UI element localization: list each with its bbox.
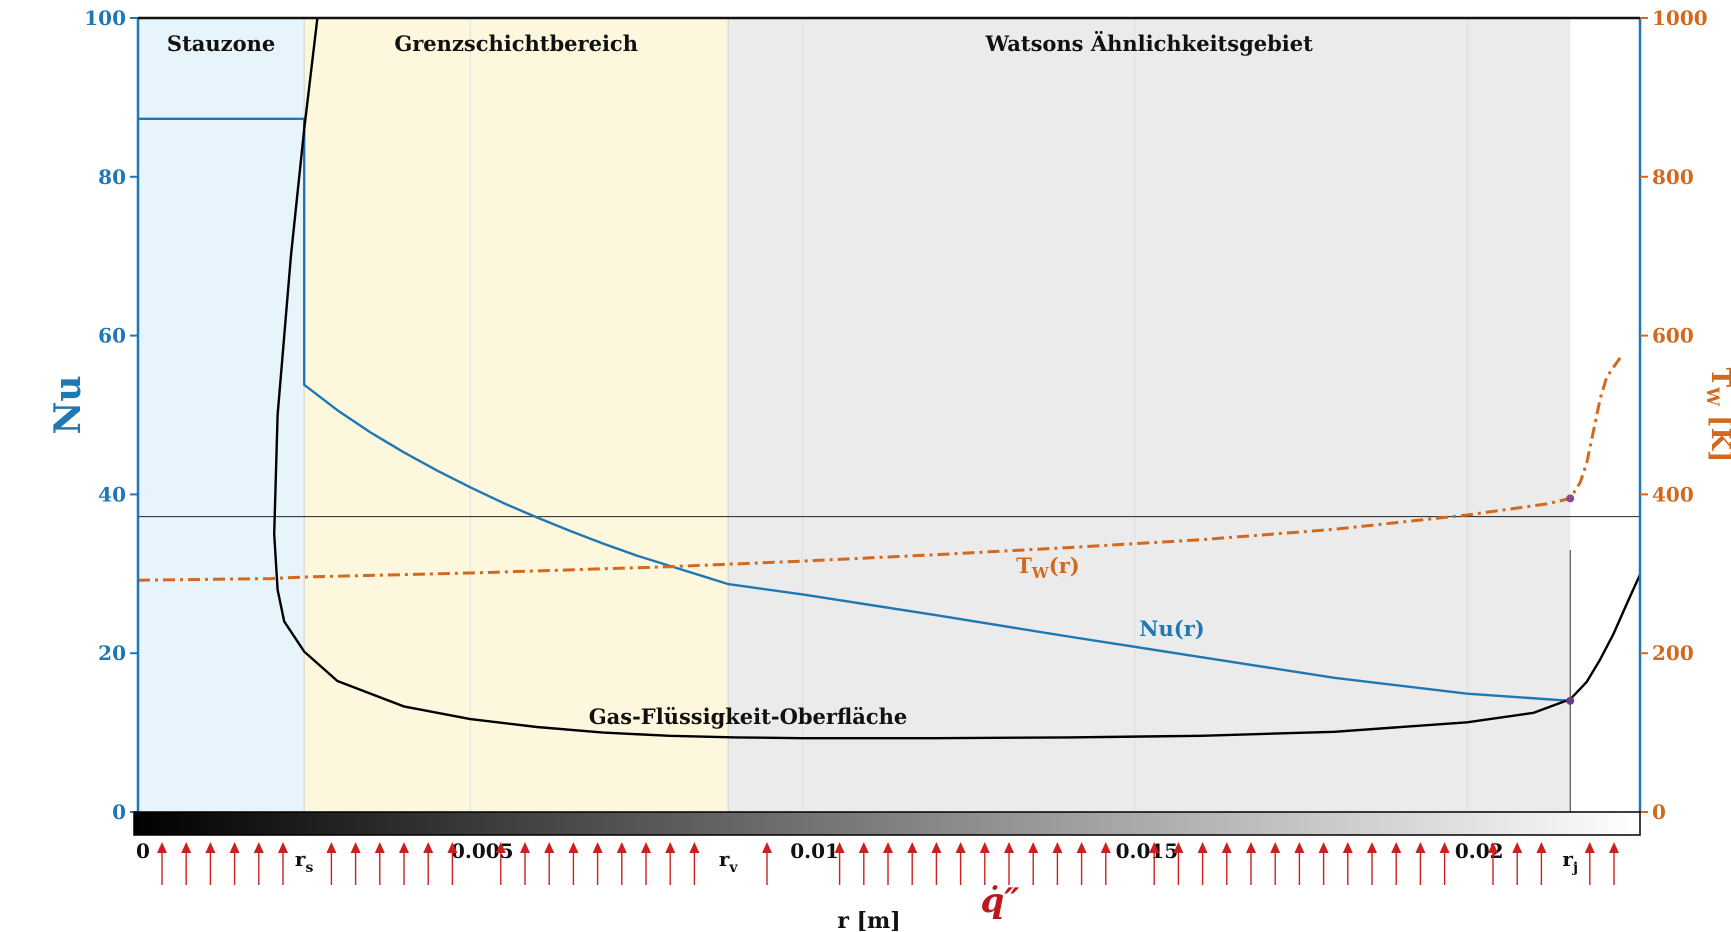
flux-arrow-head (641, 842, 651, 853)
y-left-axis-title: Nu (47, 375, 89, 434)
flux-arrow-head (1367, 842, 1377, 853)
point-nu-rj (1566, 696, 1575, 705)
x-gridlines (138, 18, 1640, 812)
heat-flux-symbol: q̇″ (981, 881, 1020, 921)
flux-arrow-head (1149, 842, 1160, 853)
flux-arrow-head (229, 842, 240, 853)
flux-arrow-head (181, 842, 192, 853)
flux-arrow-head (447, 842, 458, 853)
flux-arrow-head (1415, 842, 1426, 853)
flux-arrow-head (1076, 842, 1087, 853)
flux-arrow-head (568, 842, 579, 853)
flux-arrow-head (1512, 842, 1523, 853)
flux-arrow-head (1294, 842, 1305, 853)
flux-arrow-head (689, 842, 700, 853)
surface-label: Gas-Flüssigkeit-Oberfläche (589, 704, 908, 729)
y-left-tick-label-0: 0 (112, 800, 126, 824)
x-tick-label-0: 0 (136, 839, 150, 863)
y-left-tick-label-4: 80 (98, 165, 126, 189)
flux-arrow-head (1536, 842, 1547, 853)
flux-arrow-head (423, 842, 434, 853)
x-axis-title: r [m] (837, 908, 900, 932)
flux-arrow-head (278, 842, 288, 853)
flux-arrow-head (1318, 842, 1329, 853)
flux-arrow-head (592, 842, 603, 853)
flux-arrow-head (253, 842, 264, 853)
flux-arrow-head (1221, 842, 1232, 853)
heat-flux-bar (133, 811, 1641, 885)
flux-arrow-head (665, 842, 676, 853)
flux-arrow-head (762, 842, 772, 853)
x-tick-label-2: 0.01 (790, 839, 839, 863)
flux-arrow-head (979, 842, 990, 853)
y-right-tick-label-1: 200 (1652, 641, 1694, 665)
flux-arrow-head (544, 842, 555, 853)
flux-arrow-head (834, 842, 845, 853)
series-line-1 (137, 356, 1622, 582)
flux-arrow-head (907, 842, 918, 853)
flux-arrow-head (858, 842, 869, 853)
flux-arrow-head (1100, 842, 1111, 853)
y-right-tick-label-2: 400 (1652, 482, 1694, 506)
region-label-0: Stauzone (167, 31, 275, 56)
region-labels: Stauzone Grenzschichtbereich Watsons Ähnli… (167, 31, 1313, 56)
flux-arrow-head (1246, 842, 1256, 853)
flux-arrow-head (1004, 842, 1014, 853)
series-layer (137, 17, 1642, 740)
flux-arrow-head (1052, 842, 1063, 853)
y-left-tick-label-1: 20 (98, 641, 126, 665)
series-line-0 (138, 117, 1571, 702)
series-label-nu: Nu(r) (1139, 616, 1204, 641)
region-label-2: Watsons Ähnlichkeitsgebiet (985, 31, 1314, 56)
flux-arrow-head (205, 842, 216, 853)
marker-label-s: rs (295, 847, 314, 876)
flux-arrow-head (1439, 842, 1450, 853)
region-label-1: Grenzschichtbereich (394, 31, 638, 56)
region-2 (728, 18, 1571, 812)
flux-arrow-head (326, 842, 337, 853)
region-backgrounds (138, 18, 1571, 812)
y-left-tick-label-5: 100 (84, 6, 126, 30)
heat-flux-gradient (133, 811, 1641, 836)
point-tw-rj (1566, 494, 1575, 503)
y-right-tick-label-3: 600 (1652, 324, 1694, 348)
flux-arrow-head (931, 842, 942, 853)
axes (130, 16, 1648, 813)
flux-arrow-head (616, 842, 627, 853)
flux-arrow-head (1584, 842, 1595, 853)
y-left-tick-label-3: 60 (98, 324, 126, 348)
flux-arrow-head (1488, 842, 1498, 853)
series-line-2 (273, 17, 1642, 740)
chart-labels: r [m] Nu TW [K] q̇″ Gas-Flüssigkeit-Oberfläc… (47, 368, 1731, 932)
flux-arrow-head (157, 842, 167, 853)
y-left-tick-label-2: 40 (98, 482, 126, 506)
flux-arrow-head (350, 842, 361, 853)
y-right-tick-label-5: 1000 (1652, 6, 1708, 30)
region-1 (304, 18, 729, 812)
flux-arrow-head (1609, 842, 1619, 853)
y-right-tick-label-4: 800 (1652, 165, 1694, 189)
y-right-axis-title: TW [K] (1702, 368, 1731, 463)
series-label-tw: TW(r) (1016, 553, 1079, 582)
flux-arrow-head (1342, 842, 1353, 853)
x-tick-label-3: 0.015 (1116, 839, 1179, 863)
flux-arrow-head (1391, 842, 1402, 853)
flux-arrow-head (374, 842, 385, 853)
flux-arrow-head (1173, 842, 1184, 853)
flux-arrow-head (1197, 842, 1208, 853)
marker-label-j: rj (1562, 847, 1578, 876)
flux-arrow-head (1270, 842, 1281, 853)
flux-arrow-head (883, 842, 893, 853)
region-0 (138, 18, 305, 812)
marker-label-v: rv (719, 847, 739, 876)
flux-arrow-head (955, 842, 966, 853)
flux-arrow-head (520, 842, 530, 853)
flux-arrow-head (399, 842, 409, 853)
flux-arrow-head (1028, 842, 1039, 853)
y-right-tick-label-0: 0 (1652, 800, 1666, 824)
flux-arrow-head (495, 842, 506, 853)
